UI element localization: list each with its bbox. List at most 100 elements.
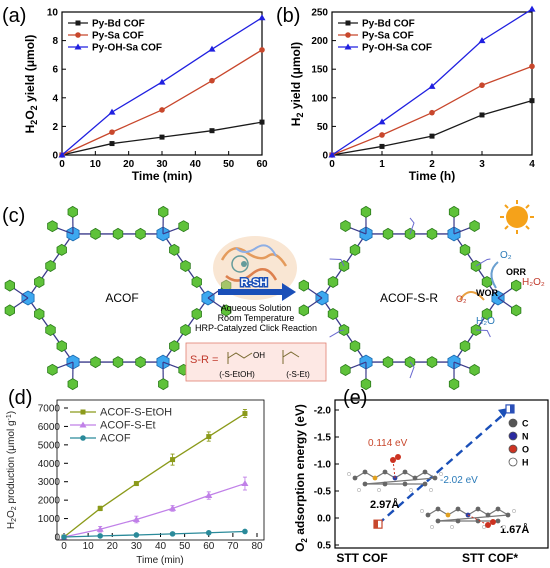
data-point: [96, 525, 104, 532]
x-tick-label: 20: [123, 159, 135, 170]
legend-marker: [508, 418, 518, 428]
panel-label-d: (d): [8, 387, 32, 409]
legend-marker: [75, 20, 81, 26]
y-tick-label: -1.0: [314, 460, 332, 471]
acof-s-r-framework: [298, 205, 522, 391]
side-chain: [409, 217, 415, 235]
y-tick-label: 3000: [38, 477, 61, 488]
data-point: [479, 82, 485, 89]
phenyl-ring: [191, 308, 202, 320]
data-point: [109, 129, 115, 135]
hydrogen-atom: [512, 509, 516, 513]
data-point: [208, 45, 216, 52]
phenyl-ring: [67, 205, 78, 218]
atom: [362, 481, 368, 487]
legend-marker: [80, 409, 86, 415]
orr-arrow: [490, 261, 499, 289]
phenyl-ring: [180, 324, 191, 336]
phenyl-ring: [338, 324, 350, 336]
phenyl-ring: [67, 378, 78, 391]
y-tick-label: 4000: [38, 459, 61, 470]
y-tick-label: 2: [52, 122, 58, 133]
oxygen-atom: [395, 454, 401, 460]
oh-label: OH: [253, 351, 265, 360]
s-et-structure: [282, 350, 300, 364]
y-tick-label: 0: [52, 151, 58, 162]
x-tick-label: 0: [59, 159, 65, 170]
phenyl-ring: [56, 243, 67, 256]
y-tick-label: 50: [317, 122, 329, 133]
phenyl-ring: [382, 227, 394, 240]
x-tick-label: 2: [429, 159, 435, 170]
phenyl-ring: [47, 363, 58, 376]
panel-e: (e) -2.0 -1.5 -1.0 -0.5 0.0 0.5 0.114 eV -2.02…: [293, 387, 549, 565]
hrp-enzyme-graphic: [213, 236, 297, 300]
phenyl-ring: [426, 356, 438, 369]
x-tick-label: 10: [83, 541, 95, 552]
x-tick-label: 70: [227, 541, 239, 552]
series-b: [328, 5, 536, 158]
data-point: [205, 492, 213, 499]
xlabel-e-left: STT COF: [336, 551, 387, 565]
legend-marker: [508, 457, 518, 467]
hydrogen-atom: [430, 525, 434, 529]
atom: [455, 518, 461, 524]
phenyl-ring: [349, 340, 361, 353]
phenyl-ring: [459, 340, 471, 353]
h2o-label: H₂O: [476, 316, 495, 327]
y-tick-label: 2000: [38, 496, 61, 507]
data-point: [169, 531, 176, 537]
phenyl-ring: [510, 304, 522, 317]
phenyl-ring: [178, 220, 189, 233]
series-line: [331, 100, 533, 156]
oxygen-atom: [490, 519, 496, 525]
reaction-arrow: [218, 283, 296, 301]
side-chain: [329, 329, 345, 338]
legend-marker: [344, 43, 352, 50]
side-chain: [329, 258, 345, 267]
atom: [382, 481, 388, 487]
y-tick-label: 1000: [38, 514, 61, 525]
data-point: [61, 534, 67, 540]
atom: [352, 475, 358, 481]
series-line: [63, 412, 246, 538]
atom: [495, 518, 501, 524]
atom: [362, 469, 368, 475]
h2o2-label: H₂O₂: [522, 277, 545, 288]
legend-marker: [345, 32, 351, 38]
panel-label-a: (a): [2, 5, 26, 27]
atom: [425, 512, 431, 518]
x-tick-label: 30: [156, 159, 168, 170]
phenyl-ring: [47, 220, 58, 233]
panel-a: (a) 0 10 20 30 40 50 60 0 2 4 6 8 10 Py-Bd COFPy-Sa …: [2, 5, 268, 183]
atom: [402, 481, 408, 487]
ylabel-b: H2 yield (μmol): [289, 42, 305, 126]
hydrogen-atom: [439, 472, 443, 476]
data-point: [159, 134, 165, 140]
content-e: 0.114 eV -2.02 eV 2.97Å 1.67Å: [347, 404, 529, 536]
data-point: [528, 5, 536, 12]
data-point: [479, 112, 485, 118]
plot-frame-d: [56, 399, 265, 541]
x-tick-label: 20: [107, 541, 119, 552]
atom: [382, 469, 388, 475]
y-tick-label: 0.5: [317, 541, 331, 552]
legend-label: Py-Bd COF: [92, 19, 145, 30]
data-point: [428, 82, 436, 89]
atom: [432, 475, 438, 481]
x-tick-label: 60: [203, 541, 215, 552]
phenyl-ring: [90, 356, 101, 369]
legend-marker: [80, 435, 86, 441]
data-point: [209, 77, 215, 84]
phenyl-ring: [360, 205, 372, 218]
x-tick-label: 50: [179, 541, 191, 552]
phenyl-ring: [169, 340, 180, 353]
y-tick-label: 100: [311, 93, 328, 104]
condition-3: HRP-Catalyzed Click Reaction: [195, 323, 317, 333]
hydrogen-atom: [347, 472, 351, 476]
phenyl-ring: [327, 308, 339, 320]
data-point: [529, 98, 535, 104]
